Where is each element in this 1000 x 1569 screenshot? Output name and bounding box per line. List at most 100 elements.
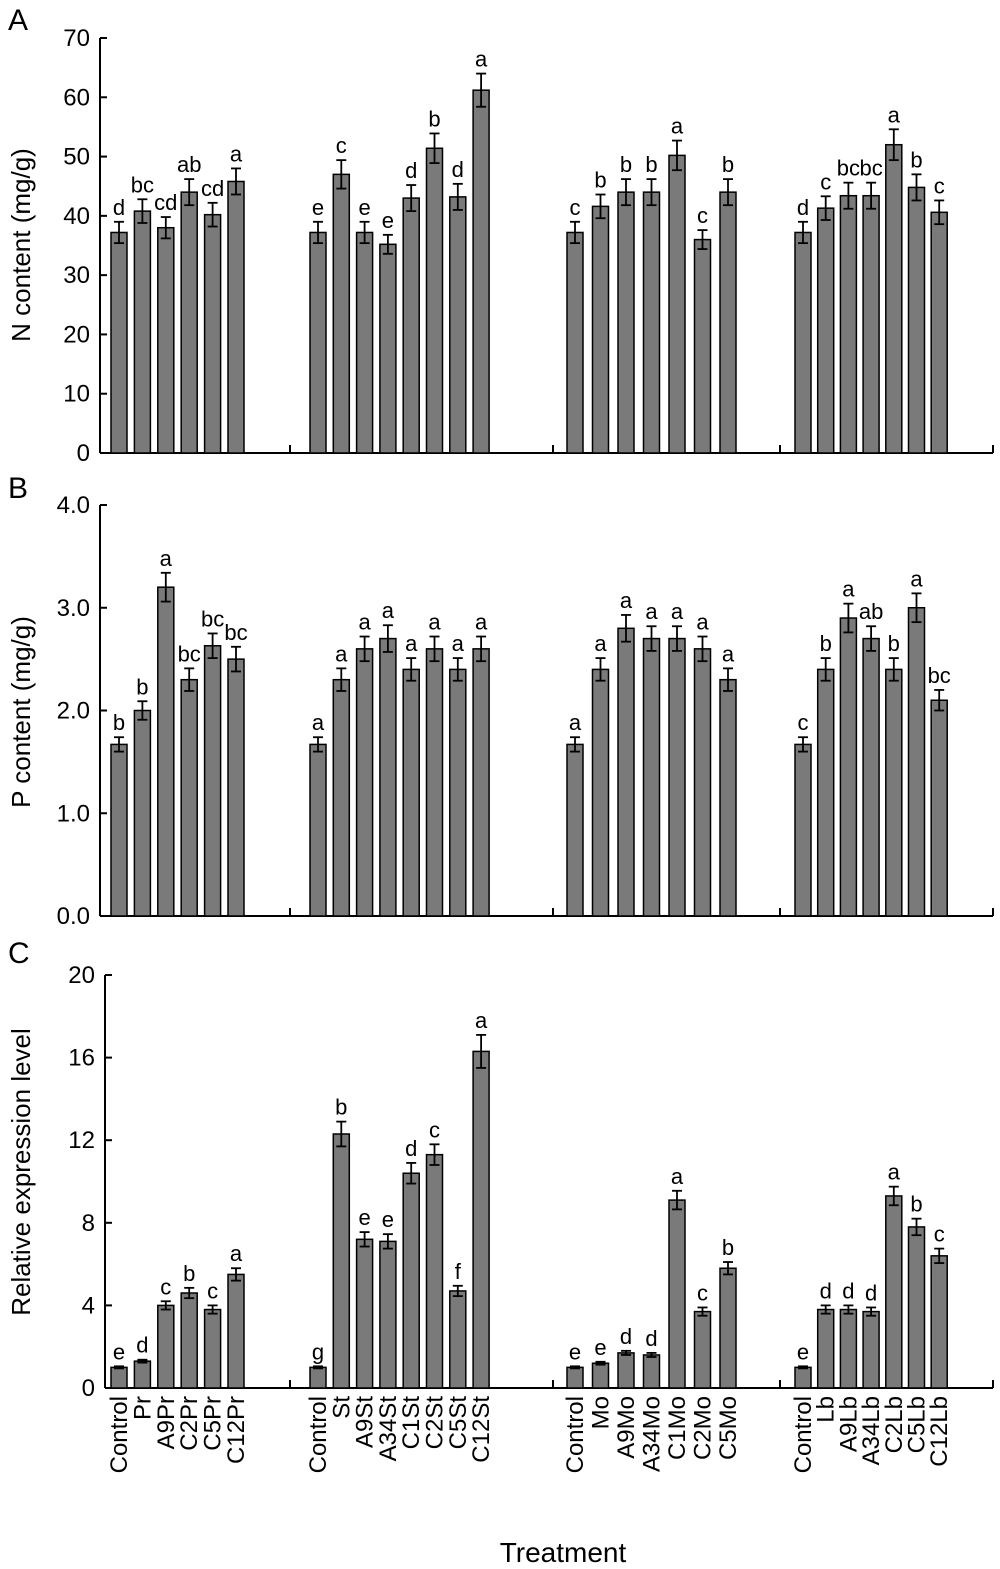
significance-letter: d — [405, 158, 417, 183]
significance-letter: ab — [859, 599, 883, 624]
bar — [133, 709, 152, 917]
bar — [642, 191, 661, 454]
y-tick-label: 40 — [63, 203, 90, 230]
bar — [794, 231, 812, 454]
significance-letter: b — [645, 152, 657, 177]
x-tick-label: Pr — [129, 1396, 156, 1420]
x-tick-label: Control — [106, 1396, 133, 1473]
bar — [449, 668, 467, 917]
significance-letter: b — [620, 152, 632, 177]
y-tick-label: 20 — [63, 321, 90, 348]
bar — [227, 1273, 245, 1389]
significance-letter: d — [113, 195, 125, 220]
bar — [719, 191, 737, 454]
x-tick-label: Control — [790, 1396, 817, 1473]
x-tick-label: Control — [305, 1396, 332, 1473]
significance-letter: bc — [837, 156, 860, 181]
significance-letter: a — [671, 1164, 684, 1189]
bar — [930, 699, 948, 917]
x-tick-label: C1St — [398, 1396, 425, 1450]
bar — [930, 1255, 948, 1389]
bar — [839, 1308, 858, 1389]
x-tick-label: A34Mo — [639, 1396, 666, 1472]
significance-letter: b — [910, 1192, 922, 1217]
significance-letter: d — [405, 1136, 417, 1161]
x-tick-label: C12Pr — [223, 1396, 250, 1464]
significance-letter: d — [452, 157, 464, 182]
bar — [309, 743, 327, 917]
x-tick-label: C12St — [468, 1396, 495, 1463]
significance-letter: d — [136, 1333, 148, 1358]
y-axis-title-b: P content (mg/g) — [6, 616, 36, 808]
bar — [885, 668, 903, 917]
x-axis-title: Treatment — [500, 1537, 627, 1568]
bar — [668, 637, 686, 917]
bar — [816, 668, 835, 917]
bar — [157, 586, 175, 917]
x-tick-label: C5St — [445, 1396, 472, 1450]
x-tick-label: C5Pr — [200, 1396, 227, 1451]
bar — [885, 143, 903, 454]
y-tick-label: 4.0 — [57, 492, 90, 519]
bar — [719, 678, 737, 917]
significance-letter: b — [888, 631, 900, 656]
bar — [472, 89, 490, 454]
significance-letter: a — [888, 1160, 901, 1185]
bar — [591, 205, 610, 454]
significance-letter: b — [428, 106, 440, 131]
x-tick-label: Control — [562, 1396, 589, 1473]
x-tick-label: C5Mo — [715, 1396, 742, 1460]
y-tick-label: 10 — [63, 381, 90, 408]
significance-letter: a — [382, 598, 395, 623]
y-tick-label: 2.0 — [57, 698, 90, 725]
significance-letter: a — [475, 47, 488, 72]
x-tick-label: Mo — [588, 1396, 615, 1429]
y-tick-label: 8 — [82, 1210, 95, 1237]
significance-letter: c — [934, 1222, 945, 1247]
x-tick-label: C5Lb — [904, 1396, 931, 1453]
significance-letter: b — [910, 147, 922, 172]
bar — [402, 668, 420, 917]
significance-letter: c — [798, 710, 809, 735]
x-tick-label: A9Pr — [153, 1396, 180, 1449]
significance-letter: a — [230, 141, 243, 166]
significance-letter: c — [820, 169, 831, 194]
y-axis-title-c: Relative expression level — [6, 1028, 36, 1316]
bar — [668, 1199, 686, 1389]
bar — [907, 607, 926, 917]
bar — [133, 210, 152, 454]
significance-letter: d — [820, 1278, 832, 1303]
bar — [472, 1050, 490, 1389]
significance-letter: c — [336, 133, 347, 158]
bar — [227, 658, 245, 917]
bar — [885, 1195, 903, 1389]
significance-letter: bc — [131, 172, 154, 197]
x-tick-label: A9Lb — [835, 1396, 862, 1452]
significance-letter: bc — [201, 606, 224, 631]
panel-label-a: A — [8, 4, 28, 37]
bar — [839, 194, 858, 454]
bar — [379, 637, 397, 917]
bar — [110, 743, 128, 917]
bar — [816, 207, 835, 454]
bar — [203, 213, 222, 454]
bar — [472, 648, 490, 917]
x-tick-label: C12Lb — [926, 1396, 953, 1467]
significance-letter: a — [335, 641, 348, 666]
bar — [402, 197, 420, 454]
bar — [402, 1172, 420, 1389]
y-tick-label: 16 — [68, 1045, 95, 1072]
significance-letter: a — [620, 588, 633, 613]
bar — [203, 645, 222, 917]
significance-letter: a — [475, 1008, 488, 1033]
bar — [110, 231, 128, 454]
significance-letter: ab — [177, 152, 201, 177]
significance-letter: a — [910, 566, 923, 591]
bar — [425, 1153, 444, 1389]
bar — [379, 1240, 397, 1389]
panel-label-c: C — [8, 937, 30, 970]
bar — [816, 1308, 835, 1389]
bar — [355, 231, 374, 454]
